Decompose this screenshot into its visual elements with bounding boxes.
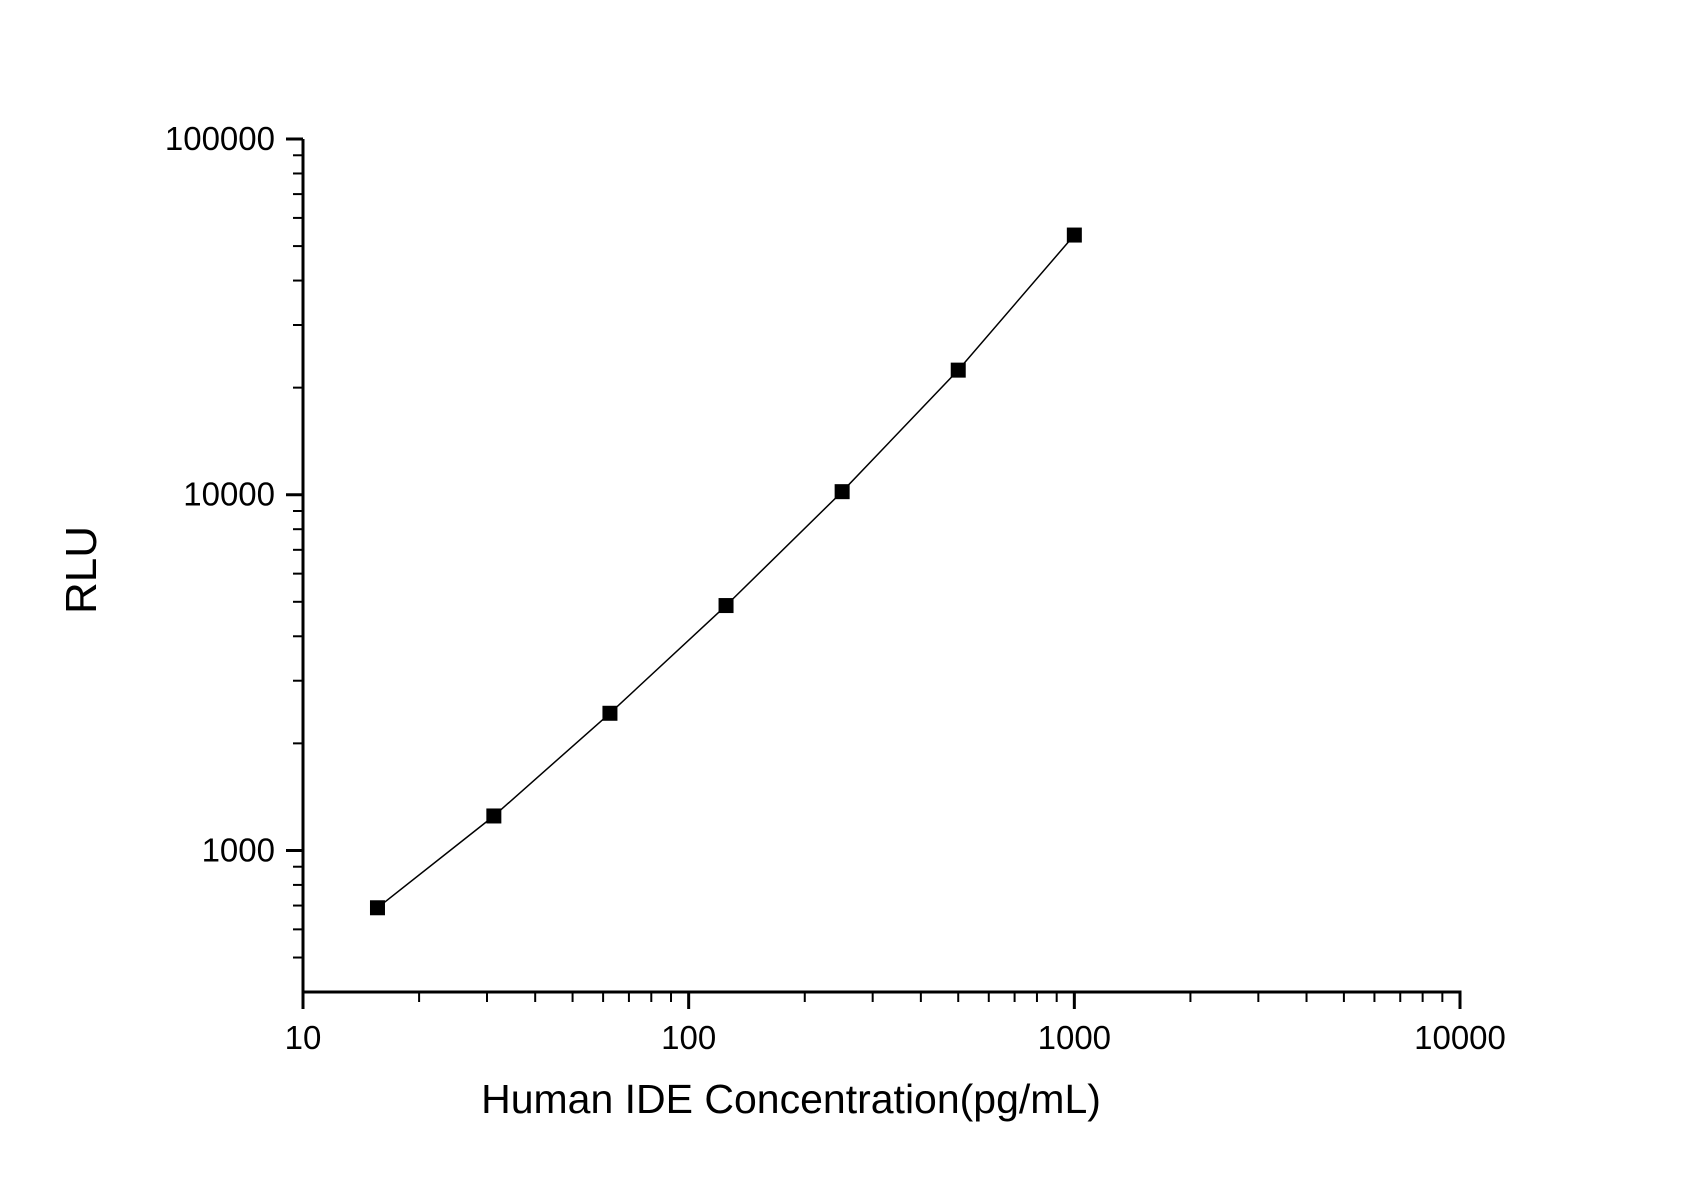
data-point-marker: [369, 900, 385, 916]
x-tick-label: 10000: [1414, 1019, 1506, 1056]
x-tick-label: 100: [661, 1019, 716, 1056]
data-point-marker: [834, 484, 850, 500]
x-tick-label: 1000: [1038, 1019, 1111, 1056]
y-tick-label: 1000: [202, 831, 275, 868]
curve-line: [377, 234, 1075, 909]
data-point-marker: [486, 808, 502, 824]
data-point-marker: [718, 598, 734, 614]
data-point-marker: [950, 362, 966, 378]
x-axis-title: Human IDE Concentration(pg/mL): [481, 1076, 1101, 1122]
data-point-marker: [602, 705, 618, 721]
y-tick-label: 100000: [165, 120, 275, 157]
y-axis-title: RLU: [57, 525, 106, 615]
data-point-marker: [1066, 227, 1082, 243]
y-tick-label: 10000: [183, 476, 275, 513]
x-tick-label: 10: [285, 1019, 322, 1056]
